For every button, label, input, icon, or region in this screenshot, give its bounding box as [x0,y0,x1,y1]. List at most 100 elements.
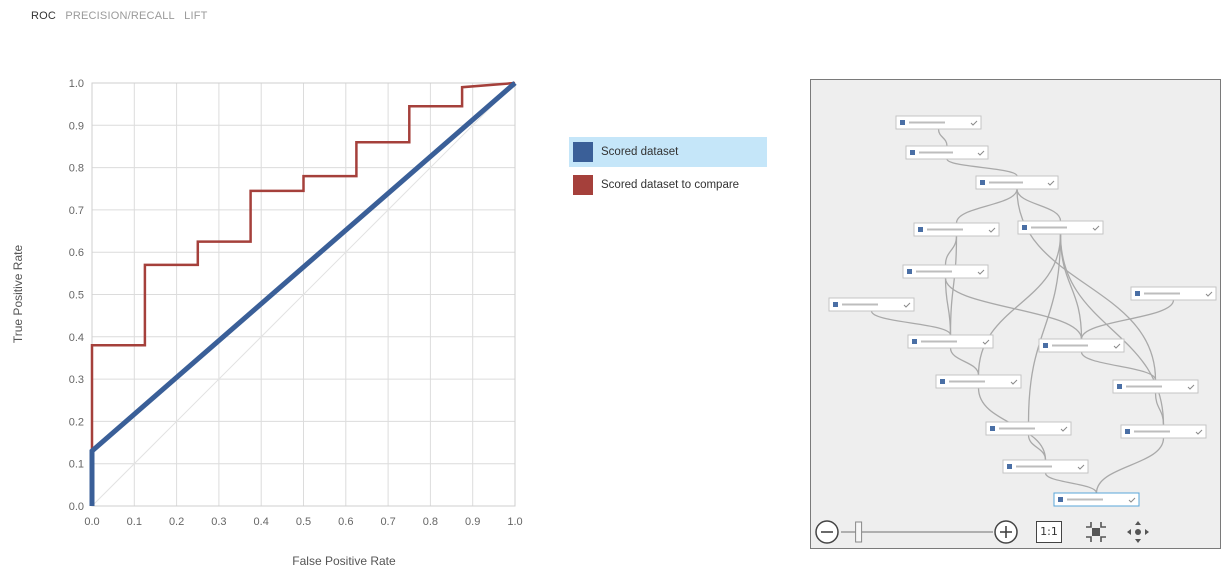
graph-node-icon [900,120,905,125]
y-tick-label: 0.5 [69,290,84,302]
x-tick-label: 0.2 [169,516,184,528]
graph-node-check-icon [1077,464,1085,470]
graph-node-check-icon [970,120,978,126]
roc-chart: 0.0 0.1 0.2 0.3 0.4 0.5 0.6 0.7 0.8 0.9 1.0 0.0 0.1 0… [11,78,523,567]
graph-node-icon [912,339,917,344]
y-tick-label: 0.7 [69,205,84,217]
tab-roc[interactable]: ROC [31,10,57,22]
x-tick-label: 1.0 [507,516,522,528]
graph-node-icon [1043,343,1048,348]
graph-edge [1080,351,1157,381]
chart-legend: Scored dataset Scored dataset to compare [569,137,767,203]
x-tick-label: 0.0 [84,516,99,528]
metric-tabs: ROC PRECISION/RECALL LIFT [31,10,214,22]
graph-edge [1095,437,1165,494]
graph-node-check-icon [982,339,990,345]
x-tick-label: 0.7 [380,516,395,528]
graph-edge [1016,188,1062,222]
graph-edge [977,233,1062,376]
legend-label: Scored dataset [601,146,679,158]
tab-precision-recall[interactable]: PRECISION/RECALL [65,10,175,22]
fit-to-screen-icon[interactable] [1083,519,1109,545]
pan-icon[interactable] [1125,519,1151,545]
graph-node-check-icon [1187,384,1195,390]
x-tick-label: 0.5 [296,516,311,528]
graph-node-icon [1058,497,1063,502]
x-tick-label: 0.3 [211,516,226,528]
graph-node-icon [1125,429,1130,434]
graph-node-check-icon [1092,225,1100,231]
series-line-scored-dataset [89,81,517,506]
graph-edge [949,347,980,376]
graph-edge [946,158,1018,177]
graph-node-check-icon [1010,379,1018,385]
legend-swatch [573,175,593,195]
y-tick-label: 0.8 [69,163,84,175]
legend-item-scored-dataset-to-compare[interactable]: Scored dataset to compare [569,170,767,200]
x-tick-label: 0.9 [465,516,480,528]
graph-node-text [916,270,952,273]
graph-node-text [1144,292,1180,295]
y-tick-label: 0.0 [69,501,84,513]
graph-edge [944,235,958,266]
series-line-scored-dataset-to-compare [90,81,516,506]
graph-node-text [927,228,963,231]
graph-node-text [999,427,1035,430]
graph-node-check-icon [1047,180,1055,186]
legend-label: Scored dataset to compare [601,179,740,191]
y-tick-label: 1.0 [69,78,84,90]
graph-node-text [949,380,985,383]
graph-node-icon [1135,291,1140,296]
x-tick-label: 0.8 [423,516,438,528]
zoom-in-icon[interactable] [993,519,1019,545]
zoom-slider-handle[interactable] [855,521,863,543]
graph-edge [1027,434,1047,461]
actual-size-button[interactable]: 1:1 [1036,521,1062,543]
graph-node-check-icon [988,227,996,233]
plot-frame [91,82,516,507]
graph-node-check-icon [1113,343,1121,349]
legend-item-scored-dataset[interactable]: Scored dataset [569,137,767,167]
zoom-out-icon[interactable] [814,519,840,545]
experiment-graph-preview [828,115,1217,507]
x-tick-label: 0.6 [338,516,353,528]
x-tick-label: 0.1 [127,516,142,528]
experiment-thumbnail[interactable]: 1:1 [810,79,1221,549]
tab-lift[interactable]: LIFT [184,10,208,22]
graph-edge [937,128,948,147]
graph-edge [949,235,958,336]
graph-node-text [1031,226,1067,229]
thumbnail-toolbar: 1:1 [811,514,1220,548]
y-tick-label: 0.4 [69,332,84,344]
y-tick-label: 0.6 [69,247,84,259]
graph-node-check-icon [903,302,911,308]
graph-node-text [909,121,945,124]
graph-node-check-icon [977,150,985,156]
graph-edge [870,310,952,336]
graph-node-icon [907,269,912,274]
graph-node-text [1052,344,1088,347]
x-tick-label: 0.4 [254,516,269,528]
graph-node-text [919,151,953,154]
y-tick-label: 0.9 [69,120,84,132]
graph-node-icon [833,302,838,307]
graph-node-icon [1022,225,1027,230]
graph-node-icon [980,180,985,185]
x-axis-label: False Positive Rate [292,554,396,567]
graph-node-icon [918,227,923,232]
graph-node-icon [1117,384,1122,389]
graph-node-text [1016,465,1052,468]
y-tick-label: 0.1 [69,459,84,471]
y-tick-label: 0.3 [69,374,84,386]
graph-edge [1044,472,1098,494]
graph-node-check-icon [1195,429,1203,435]
tick-labels: 0.0 0.1 0.2 0.3 0.4 0.5 0.6 0.7 0.8 0.9 1.0 0.0 0.1 0… [69,78,523,528]
y-tick-label: 0.2 [69,416,84,428]
graph-node-text [989,181,1023,184]
graph-node-check-icon [1128,497,1136,503]
graph-node-icon [940,379,945,384]
legend-swatch [573,142,593,162]
graph-node-text [1134,430,1170,433]
zoom-slider[interactable] [841,519,993,545]
graph-node-icon [1007,464,1012,469]
